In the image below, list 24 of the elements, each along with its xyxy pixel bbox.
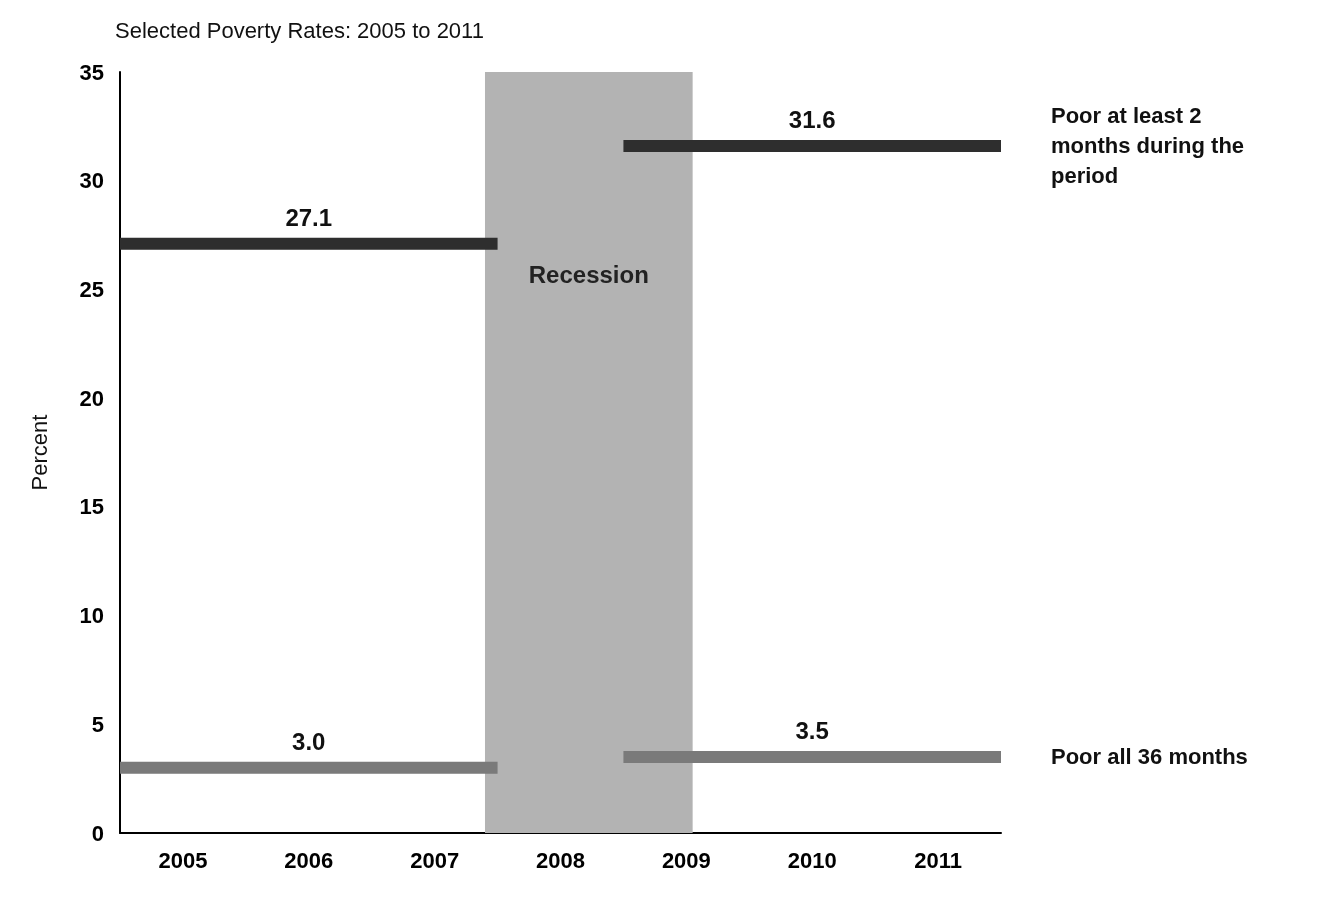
y-axis-title: Percent [26,414,52,491]
y-tick-label: 10 [79,603,104,629]
data-label: 3.5 [795,717,829,745]
y-tick-label: 35 [79,59,104,85]
y-tick-label: 25 [79,276,104,302]
y-tick-label: 20 [79,385,104,411]
data-label: 27.1 [285,204,333,232]
data-label: 31.6 [788,106,836,134]
x-tick-label: 2007 [410,847,460,873]
data-label: 3.0 [292,728,326,756]
y-tick-label: 30 [79,168,104,194]
chart-title: Selected Poverty Rates: 2005 to 2011 [115,17,484,43]
text: Poor all 36 months [1051,744,1248,770]
y-tick-label: 15 [79,494,104,520]
x-tick-label: 2008 [536,847,585,873]
x-tick-label: 2009 [661,847,711,873]
x-tick-label: 2010 [787,847,837,873]
x-tick-label: 2005 [158,847,208,873]
x-tick-label: 2006 [284,847,334,873]
x-tick-label: 2011 [914,847,962,873]
y-tick-label: 5 [91,711,104,737]
y-tick-label: 0 [91,820,104,846]
band-label: Recession [528,260,649,288]
text: Poor at least 2 months during the period [1051,103,1251,189]
